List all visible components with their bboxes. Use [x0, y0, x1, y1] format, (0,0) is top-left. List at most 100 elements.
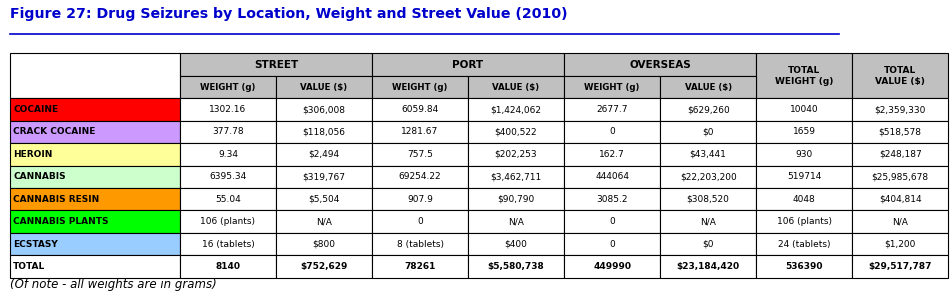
Bar — [371, 143, 467, 166]
Text: $404,814: $404,814 — [878, 195, 921, 204]
Bar — [371, 188, 467, 210]
Text: N/A: N/A — [316, 217, 331, 226]
Text: 2677.7: 2677.7 — [596, 105, 627, 114]
Bar — [564, 121, 660, 143]
Text: $400,522: $400,522 — [494, 127, 537, 136]
Bar — [10, 143, 180, 166]
Bar — [660, 98, 755, 121]
Text: $752,629: $752,629 — [300, 262, 347, 271]
Text: 69254.22: 69254.22 — [398, 172, 441, 181]
Bar — [276, 121, 371, 143]
Text: $1,200: $1,200 — [883, 240, 915, 249]
Bar — [851, 188, 947, 210]
Text: 8140: 8140 — [215, 262, 240, 271]
Text: $22,203,200: $22,203,200 — [679, 172, 736, 181]
Text: $5,580,738: $5,580,738 — [487, 262, 544, 271]
Text: CANNABIS: CANNABIS — [13, 172, 66, 181]
Text: 9.34: 9.34 — [218, 150, 238, 159]
Text: WEIGHT (g): WEIGHT (g) — [392, 83, 447, 91]
Bar — [564, 188, 660, 210]
Text: 536390: 536390 — [784, 262, 823, 271]
Bar — [10, 98, 180, 121]
Text: TOTAL
WEIGHT (g): TOTAL WEIGHT (g) — [774, 66, 832, 86]
Bar — [660, 210, 755, 233]
Bar — [371, 255, 467, 278]
Bar — [755, 166, 851, 188]
Bar — [276, 255, 371, 278]
Text: 162.7: 162.7 — [599, 150, 625, 159]
Text: 8 (tablets): 8 (tablets) — [396, 240, 443, 249]
Bar — [467, 188, 564, 210]
Text: OVERSEAS: OVERSEAS — [628, 60, 690, 70]
Text: TOTAL: TOTAL — [13, 262, 46, 271]
Text: 106 (plants): 106 (plants) — [200, 217, 255, 226]
Text: 0: 0 — [608, 240, 614, 249]
Bar — [755, 210, 851, 233]
Bar — [851, 121, 947, 143]
Bar — [371, 166, 467, 188]
Bar — [660, 76, 755, 98]
Text: 10040: 10040 — [789, 105, 818, 114]
Text: CRACK COCAINE: CRACK COCAINE — [13, 127, 95, 136]
Bar — [180, 255, 276, 278]
Bar — [660, 121, 755, 143]
Text: WEIGHT (g): WEIGHT (g) — [584, 83, 639, 91]
Text: $306,008: $306,008 — [302, 105, 346, 114]
Bar — [564, 143, 660, 166]
Text: VALUE ($): VALUE ($) — [684, 83, 731, 91]
Text: ECSTASY: ECSTASY — [13, 240, 58, 249]
Bar — [180, 98, 276, 121]
Text: $23,184,420: $23,184,420 — [676, 262, 739, 271]
Bar — [564, 255, 660, 278]
Text: $800: $800 — [312, 240, 335, 249]
Text: 0: 0 — [417, 217, 423, 226]
Bar — [276, 233, 371, 255]
Text: CANNABIS PLANTS: CANNABIS PLANTS — [13, 217, 109, 226]
Bar — [371, 98, 467, 121]
Bar — [755, 53, 851, 98]
Text: $2,494: $2,494 — [308, 150, 339, 159]
Bar — [10, 166, 180, 188]
Bar — [755, 121, 851, 143]
Bar — [660, 166, 755, 188]
Bar — [660, 233, 755, 255]
Bar — [564, 98, 660, 121]
Bar — [180, 233, 276, 255]
Bar — [467, 166, 564, 188]
Text: 6395.34: 6395.34 — [209, 172, 247, 181]
Text: $118,056: $118,056 — [302, 127, 346, 136]
Bar — [564, 76, 660, 98]
Text: 930: 930 — [795, 150, 812, 159]
Bar — [10, 121, 180, 143]
Text: $5,504: $5,504 — [307, 195, 339, 204]
Text: 78261: 78261 — [404, 262, 435, 271]
Text: $29,517,787: $29,517,787 — [867, 262, 931, 271]
Bar — [276, 210, 371, 233]
Text: HEROIN: HEROIN — [13, 150, 52, 159]
Bar — [851, 255, 947, 278]
Bar — [180, 210, 276, 233]
Text: 449990: 449990 — [592, 262, 630, 271]
Bar — [371, 233, 467, 255]
Text: VALUE ($): VALUE ($) — [300, 83, 347, 91]
Bar — [10, 53, 180, 98]
Text: N/A: N/A — [507, 217, 524, 226]
Bar — [371, 76, 467, 98]
Text: 6059.84: 6059.84 — [401, 105, 438, 114]
Text: 1659: 1659 — [792, 127, 815, 136]
Bar — [755, 188, 851, 210]
Text: $518,578: $518,578 — [878, 127, 921, 136]
Text: $0: $0 — [702, 127, 713, 136]
Text: $3,462,711: $3,462,711 — [490, 172, 541, 181]
Text: CANNABIS RESIN: CANNABIS RESIN — [13, 195, 100, 204]
Text: 0: 0 — [608, 127, 614, 136]
Text: Figure 27: Drug Seizures by Location, Weight and Street Value (2010): Figure 27: Drug Seizures by Location, We… — [10, 7, 566, 21]
Bar — [851, 143, 947, 166]
Bar — [755, 233, 851, 255]
Text: 1302.16: 1302.16 — [209, 105, 247, 114]
Text: 16 (tablets): 16 (tablets) — [202, 240, 254, 249]
Bar — [467, 121, 564, 143]
Bar — [660, 188, 755, 210]
Bar — [660, 255, 755, 278]
Text: TOTAL
VALUE ($): TOTAL VALUE ($) — [874, 66, 924, 86]
